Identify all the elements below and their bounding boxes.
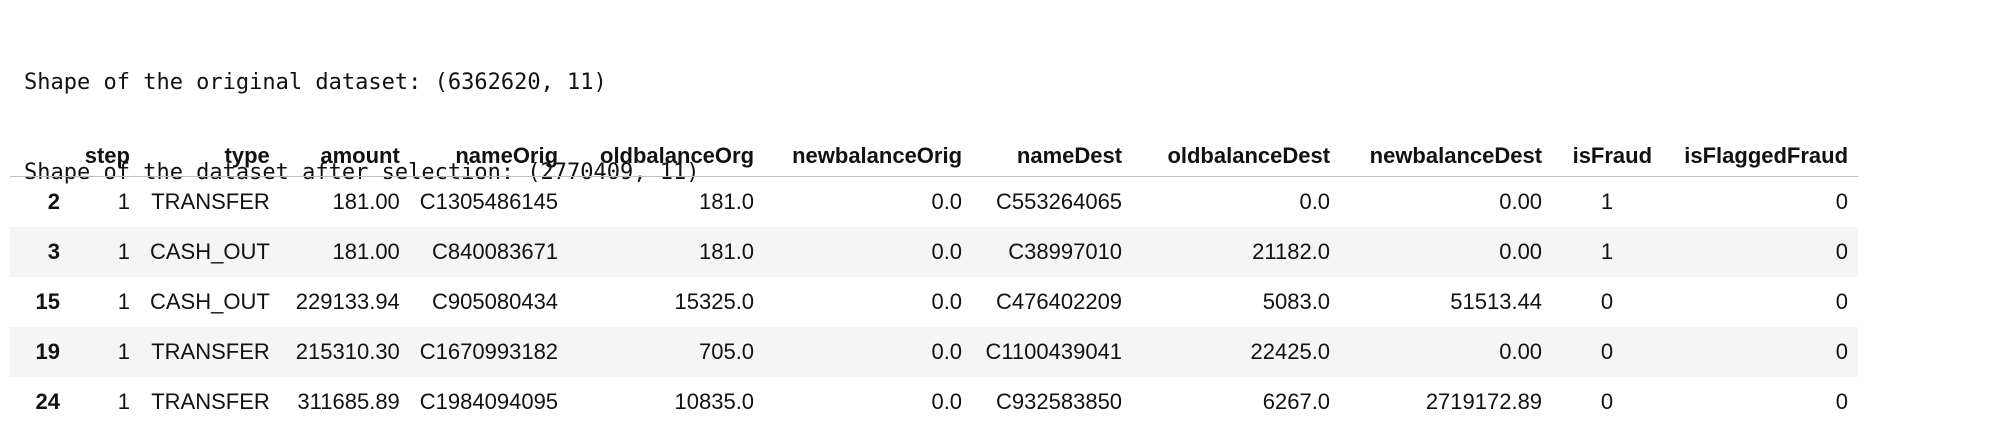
header-oldbalanceDest: oldbalanceDest <box>1132 136 1341 177</box>
header-nameDest: nameDest <box>972 136 1133 177</box>
cell-step: 1 <box>117 288 130 314</box>
stdout-line-preview-heading: Preview of the selected data: <box>24 340 409 365</box>
cell-type: TRANSFER <box>151 338 270 364</box>
cell-oldbalanceOrg: 10835.0 <box>674 388 755 414</box>
cell-isFlaggedFraud: 0 <box>1835 288 1849 314</box>
cell-output: Shape of the original dataset: (6362620,… <box>24 8 1984 428</box>
cell-oldbalanceDest: 6267.0 <box>1262 388 1331 414</box>
header-step: step <box>70 136 140 177</box>
header-amount: amount <box>279 136 410 177</box>
cell-isFlaggedFraud: 0 <box>1835 338 1849 364</box>
cell-newbalanceDest: 0.00 <box>1499 338 1543 364</box>
table-row: 15 1 CASH_OUT 229133.94 C905080434 15325… <box>10 277 1858 327</box>
cell-isFraud: 1 <box>1600 188 1614 214</box>
cell-oldbalanceDest: 0.0 <box>1299 188 1331 214</box>
cell-nameDest: C1100439041 <box>985 338 1123 364</box>
header-row: step type amount nameOrig oldbalanceOrg … <box>10 136 1859 177</box>
cell-nameDest: C476402209 <box>996 288 1123 314</box>
dataframe-header: step type amount nameOrig oldbalanceOrg … <box>10 136 1859 177</box>
cell-nameOrig: C1670993182 <box>419 338 559 364</box>
cell-amount: 181.00 <box>332 188 400 214</box>
cell-isFraud: 0 <box>1600 288 1614 314</box>
table-row: 24 1 TRANSFER 311685.89 C1984094095 1083… <box>10 377 1858 427</box>
row-index: 15 <box>35 288 60 314</box>
header-type: type <box>140 136 280 177</box>
cell-step: 1 <box>117 188 130 214</box>
cell-newbalanceDest: 0.00 <box>1499 188 1543 214</box>
cell-nameDest: C38997010 <box>1008 238 1123 264</box>
cell-amount: 229133.94 <box>295 288 400 314</box>
cell-step: 1 <box>117 338 130 364</box>
cell-type: CASH_OUT <box>150 288 270 314</box>
cell-oldbalanceDest: 21182.0 <box>1252 238 1331 264</box>
table-row: 3 1 CASH_OUT 181.00 C840083671 181.0 0.0… <box>10 226 1859 277</box>
cell-oldbalanceDest: 5083.0 <box>1262 288 1331 314</box>
stdout-line-original-shape: Shape of the original dataset: (6362620,… <box>24 70 607 95</box>
header-nameOrig: nameOrig <box>409 136 569 177</box>
cell-newbalanceOrig: 0.0 <box>931 288 963 314</box>
stdout-text: Shape of the original dataset: (6362620,… <box>24 8 1984 428</box>
cell-isFlaggedFraud: 0 <box>1835 238 1849 264</box>
header-index <box>10 136 70 177</box>
cell-amount: 215310.30 <box>295 338 400 364</box>
cell-type: TRANSFER <box>151 388 270 414</box>
header-newbalanceOrig: newbalanceOrig <box>764 136 973 177</box>
cell-isFlaggedFraud: 0 <box>1835 388 1849 414</box>
cell-nameOrig: C840083671 <box>432 238 559 264</box>
row-index: 3 <box>47 238 60 264</box>
cell-isFraud: 0 <box>1600 388 1614 414</box>
cell-amount: 181.00 <box>332 238 400 264</box>
cell-isFlaggedFraud: 0 <box>1835 188 1849 214</box>
cell-nameDest: C932583850 <box>996 388 1123 414</box>
cell-oldbalanceOrg: 181.0 <box>698 188 755 214</box>
cell-newbalanceDest: 0.00 <box>1499 238 1543 264</box>
cell-step: 1 <box>117 238 130 264</box>
header-isFlaggedFraud: isFlaggedFraud <box>1662 136 1859 177</box>
cell-isFraud: 1 <box>1600 238 1614 264</box>
cell-type: TRANSFER <box>151 188 270 214</box>
cell-isFraud: 0 <box>1600 338 1614 364</box>
cell-newbalanceDest: 2719172.89 <box>1425 388 1543 414</box>
cell-amount: 311685.89 <box>297 388 400 414</box>
cell-oldbalanceDest: 22425.0 <box>1250 338 1331 364</box>
header-isFraud: isFraud <box>1552 136 1663 177</box>
cell-type: CASH_OUT <box>150 238 270 264</box>
cell-step: 1 <box>117 388 130 414</box>
cell-newbalanceDest: 51513.44 <box>1450 288 1543 314</box>
row-index: 19 <box>35 338 60 364</box>
row-index: 2 <box>47 188 60 214</box>
header-newbalanceDest: newbalanceDest <box>1340 136 1553 177</box>
cell-nameOrig: C1984094095 <box>419 388 559 414</box>
cell-oldbalanceOrg: 705.0 <box>698 338 755 364</box>
cell-newbalanceOrig: 0.0 <box>931 238 963 264</box>
row-index: 24 <box>35 388 60 414</box>
cell-oldbalanceOrg: 181.0 <box>698 238 755 264</box>
cell-oldbalanceOrg: 15325.0 <box>674 288 755 314</box>
cell-nameDest: C553264065 <box>996 188 1123 214</box>
table-row: 19 1 TRANSFER 215310.30 C1670993182 705.… <box>10 326 1859 377</box>
cell-newbalanceOrig: 0.0 <box>931 388 963 414</box>
cell-nameOrig: C905080434 <box>432 288 559 314</box>
dataframe-table: step type amount nameOrig oldbalanceOrg … <box>10 136 1859 427</box>
header-oldbalanceOrg: oldbalanceOrg <box>568 136 765 177</box>
table-row: 2 1 TRANSFER 181.00 C1305486145 181.0 0.… <box>10 177 1858 227</box>
cell-newbalanceOrig: 0.0 <box>931 188 963 214</box>
dataframe-body: 2 1 TRANSFER 181.00 C1305486145 181.0 0.… <box>10 177 1859 427</box>
cell-newbalanceOrig: 0.0 <box>931 338 963 364</box>
cell-nameOrig: C1305486145 <box>419 188 559 214</box>
